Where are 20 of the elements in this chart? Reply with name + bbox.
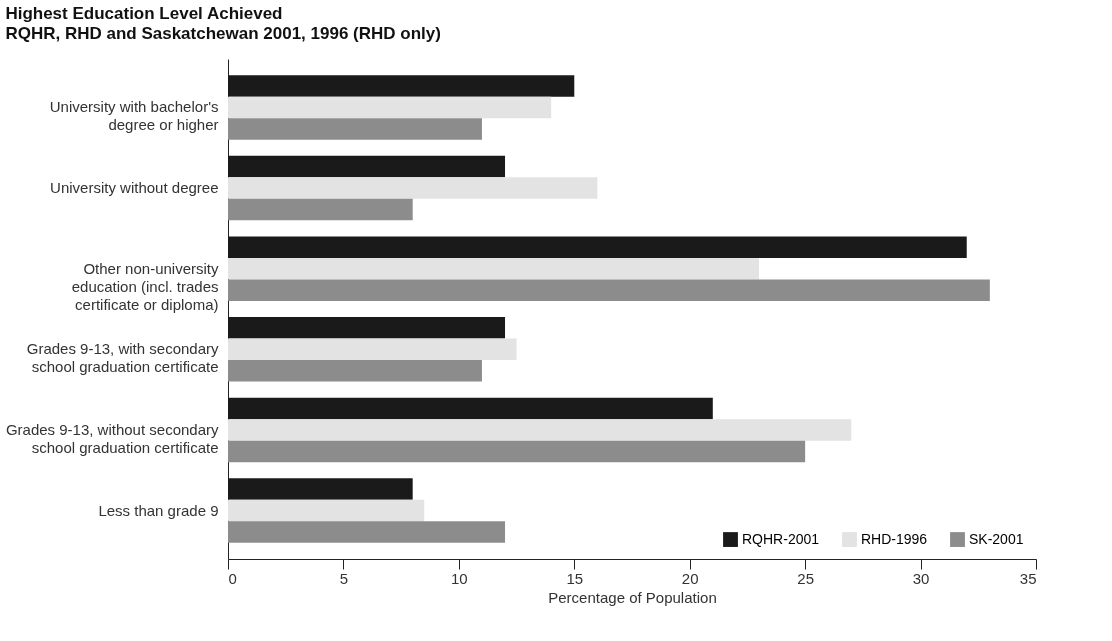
x-tick-label: 0	[228, 569, 237, 587]
y-tick-label: Grades 9-13, with secondary school graduation certificate	[26, 340, 219, 376]
y-tick-label: Grades 9-13, without secondary school graduation certificate	[5, 420, 219, 456]
y-tick-label: University with bachelor's degree or higher	[49, 98, 219, 134]
chart-subtitle: RQHR, RHD and Saskatchewan 2001, 1996 (RHD only)	[5, 24, 441, 43]
x-axis-title: Percentage of Population	[548, 588, 717, 606]
x-tick-label: 25	[797, 569, 814, 587]
legend-label: RQHR-2001	[742, 530, 820, 547]
x-tick-label: 15	[566, 569, 584, 587]
x-tick-label: 5	[339, 569, 349, 587]
x-tick-label: 30	[912, 569, 930, 587]
legend-label: RHD-1996	[861, 530, 928, 547]
chart-title: Highest Education Level Achieved	[5, 4, 283, 23]
x-tick-label: 20	[681, 569, 699, 587]
y-tick-label: Less than grade 9	[98, 501, 219, 519]
legend-label: SK-2001	[969, 530, 1024, 547]
y-tick-label: University without degree	[50, 179, 219, 197]
x-tick-label: 10	[451, 569, 468, 587]
y-tick-label: Other non-university education (incl. trades certificate or diploma)	[71, 259, 219, 313]
x-tick-label: 35	[1019, 569, 1037, 587]
